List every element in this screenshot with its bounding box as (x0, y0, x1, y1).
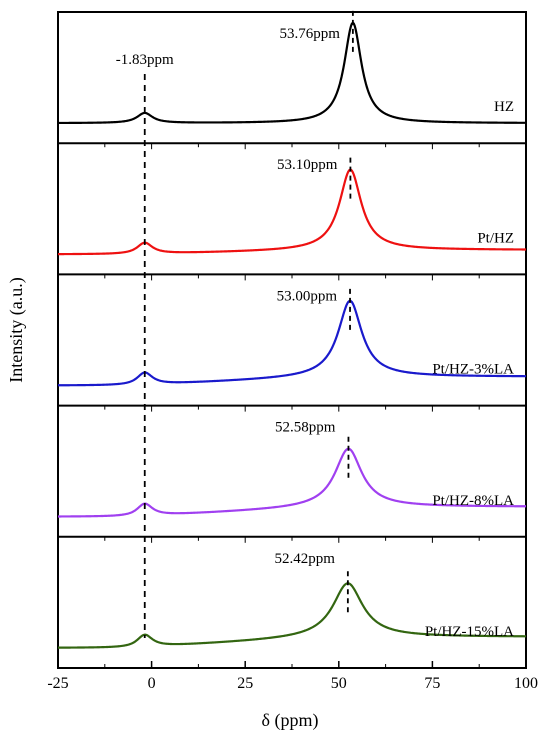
spectrum-line (58, 168, 527, 256)
peak-label: 53.00ppm (277, 288, 338, 304)
x-tick-label: 100 (514, 675, 538, 692)
panel-pt-hz-8-la: 52.58ppm Pt/HZ-8%LA (57, 405, 527, 518)
spectrum-line (58, 299, 527, 387)
reference-label: -1.83ppm (116, 52, 174, 68)
spectrum-line (58, 447, 526, 518)
x-tick-label: 0 (148, 675, 156, 692)
peak-label: 52.42ppm (274, 551, 335, 567)
spectrum-line (58, 582, 526, 649)
series-label: HZ (494, 99, 514, 115)
peak-label: 53.10ppm (277, 157, 338, 173)
x-tick-label: 25 (237, 675, 253, 692)
peak-label: 53.76ppm (279, 26, 340, 42)
series-label: Pt/HZ-15%LA (425, 624, 514, 640)
spectra-panels: 53.76ppm HZ 53.10ppm Pt/HZ 53.00ppm Pt/HZ-3%L… (57, 10, 527, 649)
reference-line-group: -1.83ppm (116, 52, 174, 638)
peak-label: 52.58ppm (275, 420, 336, 436)
plot-frame (57, 11, 527, 669)
x-tick-label: 75 (424, 675, 440, 692)
plot-border (57, 11, 527, 669)
x-tick-label: -25 (47, 675, 68, 692)
series-label: Pt/HZ (477, 230, 514, 246)
x-tick-label: 50 (331, 675, 347, 692)
spectrum-line (57, 21, 527, 125)
series-label: Pt/HZ-8%LA (432, 493, 514, 509)
x-axis-title: δ (ppm) (262, 710, 319, 731)
panel-pt-hz-15-la: 52.42ppm Pt/HZ-15%LA (57, 536, 527, 649)
panel-pt-hz-3-la: 53.00ppm Pt/HZ-3%LA (57, 274, 527, 387)
panel-hz: 53.76ppm HZ (57, 10, 527, 125)
y-axis-title: Intensity (a.u.) (6, 277, 27, 382)
panel-pt-hz: 53.10ppm Pt/HZ (57, 143, 527, 256)
x-axis: -25 0 25 50 75 100 (47, 661, 538, 692)
series-label: Pt/HZ-3%LA (432, 362, 514, 378)
